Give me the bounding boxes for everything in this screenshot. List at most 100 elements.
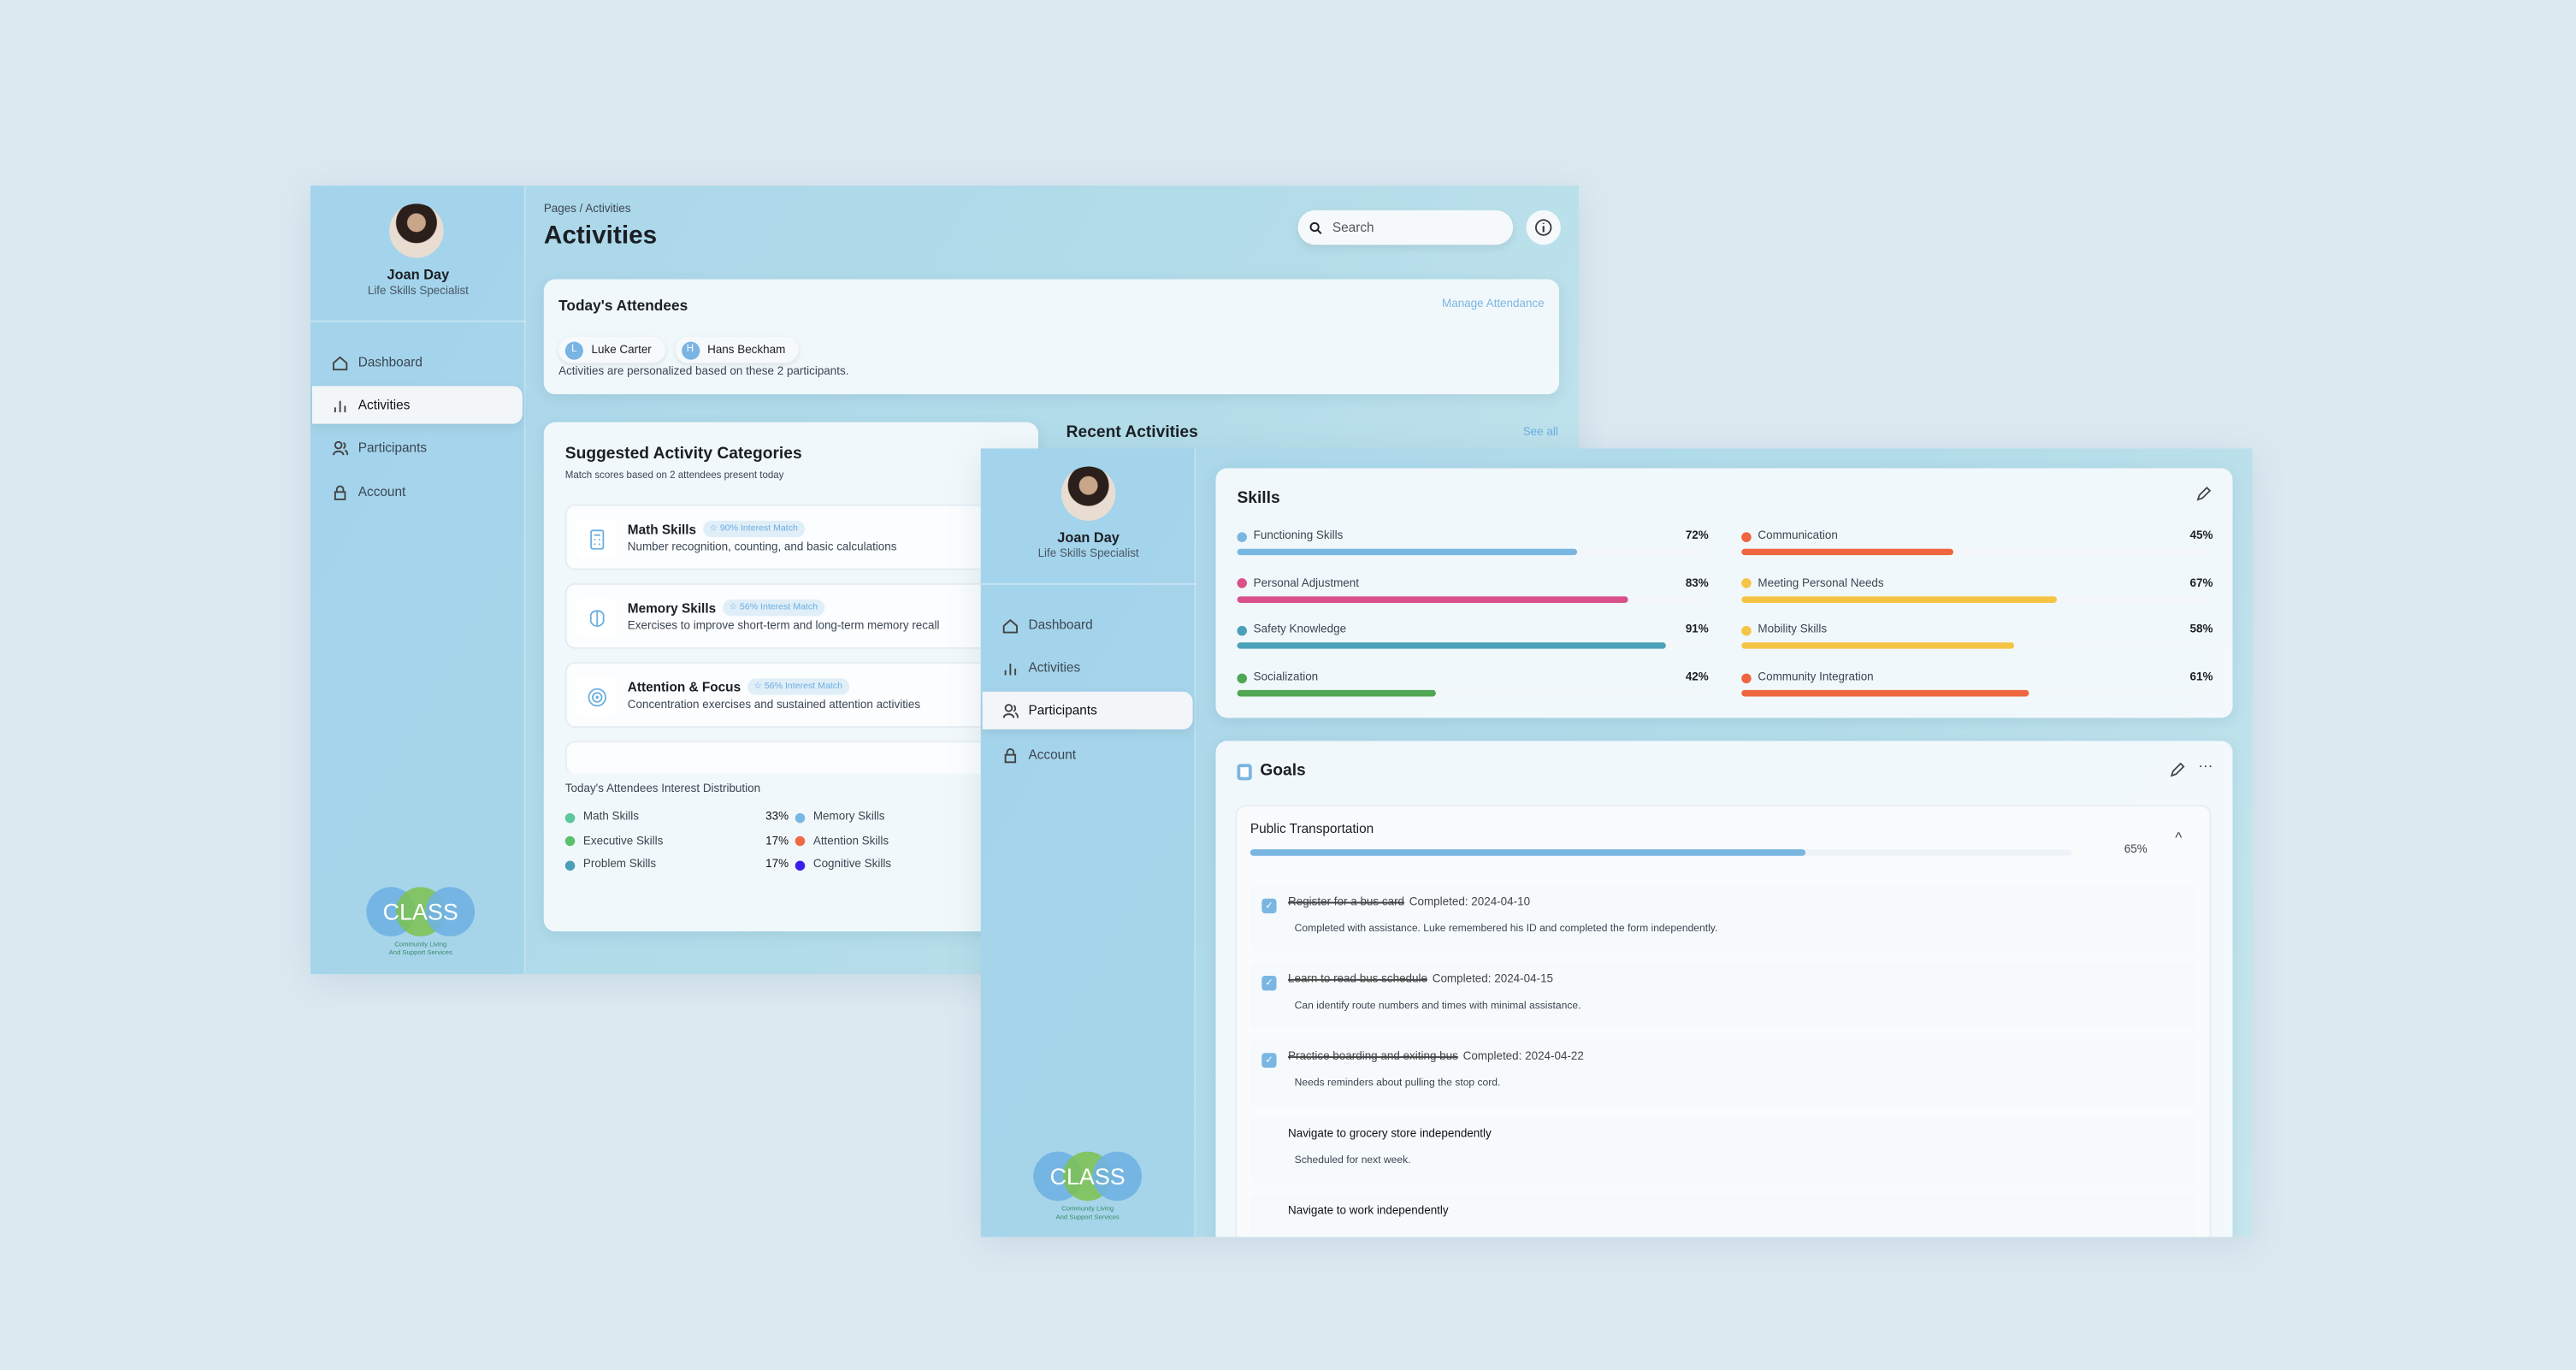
attendee-chip[interactable]: H Hans Beckham bbox=[674, 336, 799, 363]
task-checkbox[interactable]: ✓ bbox=[1261, 1053, 1277, 1068]
interest-match-badge: ☆ 56% Interest Match bbox=[747, 678, 849, 695]
sidebar-item-participants[interactable]: Participants bbox=[982, 691, 1193, 729]
svg-text:Community Living: Community Living bbox=[394, 940, 446, 948]
sidebar-item-activities[interactable]: Activities bbox=[983, 649, 1193, 687]
calculator-icon bbox=[576, 519, 617, 559]
skill-percent: 58% bbox=[2189, 624, 2213, 637]
task-name: Navigate to grocery store independently bbox=[1288, 1128, 1492, 1141]
category-name: Attention & Focus bbox=[627, 679, 741, 694]
task-note: Needs reminders about pulling the stop c… bbox=[1294, 1078, 1501, 1090]
task-checkbox[interactable]: ✓ bbox=[1261, 976, 1277, 991]
users-icon bbox=[1002, 703, 1019, 717]
goals-card: Goals ··· Public Transportation 65% ^ ✓ R… bbox=[1215, 741, 2233, 1237]
legend-label: Problem Skills bbox=[582, 859, 657, 871]
skill-progress-bar bbox=[1741, 689, 2213, 697]
skill-percent: 45% bbox=[2189, 530, 2213, 542]
breadcrumb: Pages / Activities bbox=[543, 204, 631, 216]
category-description: Exercises to improve short-term and long… bbox=[627, 621, 940, 633]
more-options-icon[interactable]: ··· bbox=[2198, 757, 2213, 774]
user-title: Life Skills Specialist bbox=[1037, 548, 1139, 561]
attendee-name: Luke Carter bbox=[591, 344, 652, 356]
skill-dot bbox=[1741, 578, 1752, 589]
sidebar-item-label: Dashboard bbox=[357, 354, 422, 370]
sidebar-item-label: Activities bbox=[1028, 660, 1081, 676]
skill-progress-bar bbox=[1237, 689, 1709, 697]
skills-card: Skills Functioning Skills 72% Communicatio… bbox=[1215, 468, 2233, 718]
task-checkbox[interactable]: ✓ bbox=[1261, 898, 1277, 914]
attendee-list: L Luke Carter H Hans Beckham bbox=[558, 330, 808, 363]
task-completed-date: Completed: 2024-04-15 bbox=[1432, 974, 1554, 986]
sidebar-item-account[interactable]: Account bbox=[312, 473, 523, 511]
skill-percent: 67% bbox=[2189, 577, 2213, 590]
sidebar-item-label: Activities bbox=[357, 397, 411, 413]
category-item[interactable] bbox=[564, 741, 1042, 774]
legend-label: Cognitive Skills bbox=[812, 859, 892, 871]
legend-label: Executive Skills bbox=[582, 835, 664, 847]
skill-item: Meeting Personal Needs 67% bbox=[1741, 578, 2213, 603]
skill-progress-bar bbox=[1741, 595, 2213, 603]
skill-dot bbox=[1237, 531, 1247, 541]
bar-chart-icon bbox=[334, 399, 346, 412]
task-item: ✓ Register for a bus card Completed: 2024-… bbox=[1250, 885, 2197, 952]
svg-text:CLASS: CLASS bbox=[1050, 1164, 1126, 1190]
distribution-legend-item: Problem Skills bbox=[564, 859, 657, 871]
task-note: Can identify route numbers and times wit… bbox=[1294, 1000, 1581, 1013]
interest-match-badge: ☆ 90% Interest Match bbox=[702, 520, 805, 538]
attendee-initial: H bbox=[681, 340, 700, 359]
task-item: Navigate to work independently bbox=[1250, 1194, 2197, 1237]
skill-item: Personal Adjustment 83% bbox=[1237, 578, 1709, 603]
task-completed-date: Completed: 2024-04-10 bbox=[1409, 896, 1531, 909]
distribution-legend-item: Attention Skills bbox=[795, 836, 889, 847]
sidebar-item-activities[interactable]: Activities bbox=[311, 386, 523, 424]
category-item[interactable]: Attention & Focus ☆ 56% Interest Match Con… bbox=[564, 662, 1042, 728]
sidebar: Joan Day Life Skills Specialist Dashboar… bbox=[310, 186, 526, 975]
card-title: Today's Attendees bbox=[558, 297, 688, 314]
match-text: 56% Interest Match bbox=[739, 602, 818, 613]
skill-dot bbox=[1741, 531, 1752, 541]
skill-item: Socialization 42% bbox=[1237, 671, 1709, 697]
skill-name: Socialization bbox=[1253, 671, 1319, 684]
sidebar-item-dashboard[interactable]: Dashboard bbox=[312, 343, 523, 381]
interest-match-badge: ☆ 56% Interest Match bbox=[722, 599, 824, 617]
info-button[interactable] bbox=[1526, 210, 1561, 245]
edit-pencil-icon[interactable] bbox=[2195, 485, 2213, 503]
manage-attendance-link[interactable]: Manage Attendance bbox=[1442, 298, 1545, 311]
svg-text:And Support Services: And Support Services bbox=[389, 948, 452, 956]
card-subtitle: Match scores based on 2 attendees presen… bbox=[564, 471, 784, 481]
user-title: Life Skills Specialist bbox=[367, 286, 469, 298]
attendees-note: Activities are personalized based on the… bbox=[558, 366, 849, 378]
legend-dot bbox=[795, 859, 806, 871]
skill-name: Community Integration bbox=[1758, 671, 1874, 684]
lock-icon bbox=[1004, 747, 1017, 763]
search-input[interactable]: Search bbox=[1297, 210, 1514, 245]
skill-progress-fill bbox=[1741, 548, 1954, 556]
skill-progress-fill bbox=[1237, 548, 1577, 556]
category-item[interactable]: Memory Skills ☆ 56% Interest Match Exercis… bbox=[564, 582, 1042, 649]
sidebar-item-participants[interactable]: Participants bbox=[312, 428, 523, 466]
sidebar-item-dashboard[interactable]: Dashboard bbox=[983, 606, 1193, 644]
task-item: ✓ Practice boarding and exiting bus Comple… bbox=[1250, 1039, 2197, 1106]
suggested-categories-card: Suggested Activity Categories Match scor… bbox=[543, 422, 1042, 932]
task-item: Navigate to grocery store independently S… bbox=[1250, 1117, 2197, 1184]
users-icon bbox=[332, 440, 349, 455]
page-title: Activities bbox=[543, 221, 658, 250]
attendee-chip[interactable]: L Luke Carter bbox=[558, 336, 665, 363]
card-title: Suggested Activity Categories bbox=[564, 445, 802, 464]
activities-window: Joan Day Life Skills Specialist Dashboar… bbox=[310, 186, 1580, 975]
category-item[interactable]: Math Skills ☆ 90% Interest Match Number re… bbox=[564, 504, 1042, 570]
collapse-chevron-icon[interactable]: ^ bbox=[2175, 830, 2183, 847]
legend-dot bbox=[564, 836, 576, 847]
task-note: Scheduled for next week. bbox=[1294, 1154, 1411, 1166]
attendee-initial: L bbox=[564, 340, 583, 359]
edit-pencil-icon[interactable] bbox=[2169, 760, 2187, 778]
skill-progress-fill bbox=[1237, 642, 1667, 650]
goal-name: Public Transportation bbox=[1250, 821, 1374, 836]
skill-dot bbox=[1237, 625, 1247, 636]
skill-dot bbox=[1237, 672, 1247, 683]
svg-text:Community Living: Community Living bbox=[1061, 1205, 1114, 1213]
see-all-link[interactable]: See all bbox=[1522, 427, 1558, 439]
skill-progress-bar bbox=[1741, 548, 2213, 556]
sidebar-item-account[interactable]: Account bbox=[983, 736, 1193, 774]
